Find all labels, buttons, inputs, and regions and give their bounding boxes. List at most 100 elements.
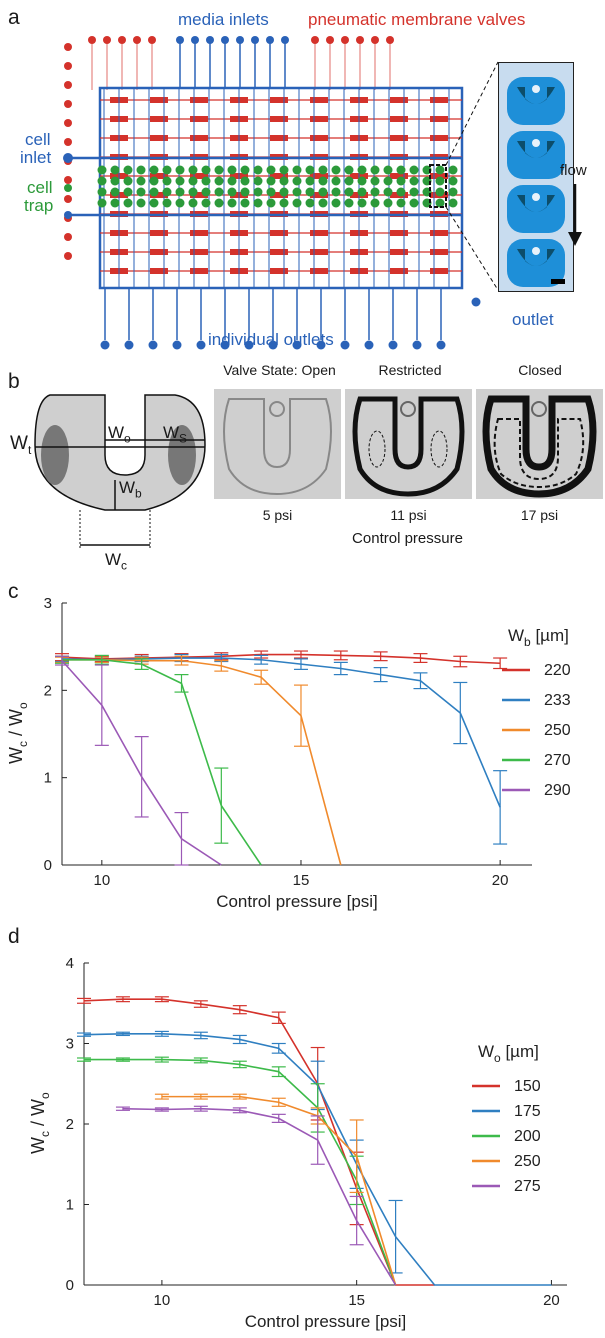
cell-trap (136, 176, 146, 186)
cell-trap (227, 198, 237, 208)
valve-seg (270, 116, 288, 122)
valve-seg (310, 135, 328, 141)
trap-chamber-photo (507, 77, 565, 287)
cell-trap (227, 165, 237, 175)
micrograph-closed (476, 389, 603, 499)
cell-trap (357, 176, 367, 186)
cell-trap-label-1: cell (27, 178, 53, 197)
valve-seg (190, 268, 208, 274)
cell-trap (292, 198, 302, 208)
series-250 (55, 655, 342, 866)
inset-trap-hole (532, 139, 540, 147)
panel-c-label: c (8, 580, 19, 603)
inset-chamber (507, 131, 565, 179)
valve-seg (270, 268, 288, 274)
outlet-port (148, 340, 158, 350)
valve-seg (390, 135, 408, 141)
wo-symbol: Wo (108, 423, 131, 445)
cell-trap (175, 165, 185, 175)
zoom-line-top (445, 61, 499, 166)
legend-title-unit: [µm] (531, 626, 569, 645)
valve-seg (310, 268, 328, 274)
valve-seg (430, 249, 448, 255)
series-line (122, 1107, 397, 1286)
legend-title-main: W (478, 1042, 494, 1061)
control-pressure-caption: Control pressure (352, 530, 463, 547)
cell-trap (188, 187, 198, 197)
cell-trap (448, 165, 458, 175)
cell-trap (149, 187, 159, 197)
valve-seg (190, 173, 208, 179)
cell-trap (227, 187, 237, 197)
cell-trap (279, 165, 289, 175)
cell-trap (331, 176, 341, 186)
cell-trap (344, 165, 354, 175)
cell-trap (240, 198, 250, 208)
cell-trap (344, 176, 354, 186)
cell-trap (253, 176, 263, 186)
cell-trap (110, 176, 120, 186)
wb-sub: b (135, 486, 142, 501)
cell-trap (97, 176, 107, 186)
valve-seg (390, 173, 408, 179)
outlet-port (292, 340, 302, 350)
valve-seg (430, 268, 448, 274)
ws-symbol: WS (163, 423, 187, 445)
legend-title-sub: o (494, 1051, 501, 1065)
cell-trap (162, 187, 172, 197)
trap-geometry-diagram (34, 394, 206, 550)
cell-trap (305, 165, 315, 175)
cell-inlet-label-1: cell (25, 130, 51, 149)
panel-a-label: a (8, 6, 20, 29)
wo-sub: o (124, 431, 131, 446)
cell-trap (253, 165, 263, 175)
cell-trap (409, 187, 419, 197)
cell-trap (292, 176, 302, 186)
valve-seg (190, 97, 208, 103)
cell-trap (214, 176, 224, 186)
valve-seg (150, 230, 168, 236)
valve-port-left (64, 176, 72, 184)
inset-trap-hole (532, 193, 540, 201)
legend-title-sub: b (524, 635, 531, 649)
y-tick-label: 3 (66, 1036, 74, 1053)
series-175 (77, 1030, 552, 1286)
cell-trap-label-2: trap (24, 196, 54, 215)
cell-trap (409, 165, 419, 175)
y-label-sub1: c (38, 1131, 52, 1137)
valve-seg (190, 192, 208, 198)
y-tick-label: 0 (66, 1277, 74, 1294)
chip-channels (63, 36, 499, 350)
x-tick-label: 20 (543, 1292, 560, 1309)
panel-a: a media inlets pneumatic membrane valves… (0, 0, 605, 360)
legend-entry: 220 (544, 662, 571, 679)
valve-seg (150, 268, 168, 274)
cell-trap (357, 187, 367, 197)
cell-trap (123, 198, 133, 208)
pressure-5psi: 5 psi (262, 507, 293, 523)
outlet-port (220, 340, 230, 350)
micrograph-open (214, 389, 341, 499)
legend-entry: 200 (514, 1128, 541, 1145)
cell-trap (318, 187, 328, 197)
cell-trap (162, 165, 172, 175)
series-275 (115, 1105, 397, 1286)
valve-state-restricted-label: Restricted (378, 362, 442, 378)
cell-trap (175, 176, 185, 186)
microfluidic-chip-schematic (63, 36, 499, 350)
inset-trap (517, 195, 555, 212)
outlet-port (388, 340, 398, 350)
cell-trap (123, 187, 133, 197)
y-label-sub2: o (16, 702, 30, 709)
legend: Wo [µm] 150 175 200 250 275 (472, 1042, 541, 1195)
wb-main: W (119, 478, 136, 497)
legend-entry: 150 (514, 1078, 541, 1095)
cell-trap (396, 187, 406, 197)
cell-trap (201, 198, 211, 208)
inset-trap-hole (532, 247, 540, 255)
y-label-mid: / W (28, 1099, 48, 1131)
wt-main: W (10, 433, 28, 454)
x-tick-label: 10 (93, 872, 110, 889)
valve-seg (430, 116, 448, 122)
cell-trap (357, 165, 367, 175)
